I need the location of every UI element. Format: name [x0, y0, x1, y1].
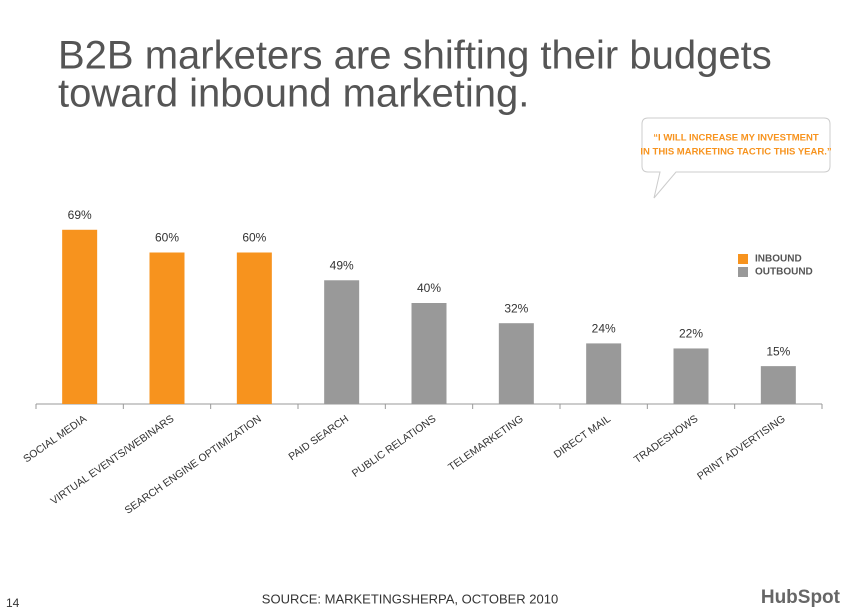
bar [498, 323, 534, 404]
legend-swatch [738, 267, 748, 277]
x-tick-label: SEARCH ENGINE OPTIMIZATION [123, 413, 264, 517]
value-label: 69% [68, 208, 92, 222]
value-label: 15% [766, 344, 790, 358]
callout-bubble [641, 117, 831, 199]
x-tick-label: PAID SEARCH [286, 413, 351, 463]
value-label: 22% [679, 327, 703, 341]
x-tick-label: TRADESHOWS [632, 413, 701, 466]
x-tick-label: PRINT ADVERTISING [695, 413, 788, 483]
value-label: 60% [242, 231, 266, 245]
x-tick-label: PUBLIC RELATIONS [350, 413, 438, 480]
bar [411, 303, 447, 404]
legend-label: INBOUND [755, 254, 802, 265]
bar [236, 252, 272, 404]
legend-swatch [738, 254, 748, 264]
value-label: 32% [504, 301, 528, 315]
logo: HubSpot [761, 587, 841, 608]
bar [62, 229, 98, 404]
page-number: 14 [6, 596, 20, 608]
callout-text: “I WILL INCREASE MY INVESTMENT [653, 133, 819, 144]
value-label: 24% [592, 322, 616, 336]
bar [324, 280, 360, 404]
bar [760, 366, 796, 404]
x-tick-label: DIRECT MAIL [552, 413, 613, 461]
value-label: 60% [155, 231, 179, 245]
bar [586, 343, 622, 404]
value-label: 40% [417, 281, 441, 295]
bar [673, 348, 709, 404]
legend-label: OUTBOUND [755, 267, 813, 278]
source: SOURCE: MARKETINGSHERPA, OCTOBER 2010 [262, 591, 558, 606]
title-line: toward inbound marketing. [58, 72, 529, 116]
value-label: 49% [330, 258, 354, 272]
bar [149, 252, 185, 404]
x-tick-label: SOCIAL MEDIA [21, 413, 89, 465]
title-line: B2B marketers are shifting their budgets [58, 34, 772, 78]
callout-text: IN THIS MARKETING TACTIC THIS YEAR.” [640, 147, 831, 158]
x-tick-label: TELEMARKETING [446, 413, 526, 474]
